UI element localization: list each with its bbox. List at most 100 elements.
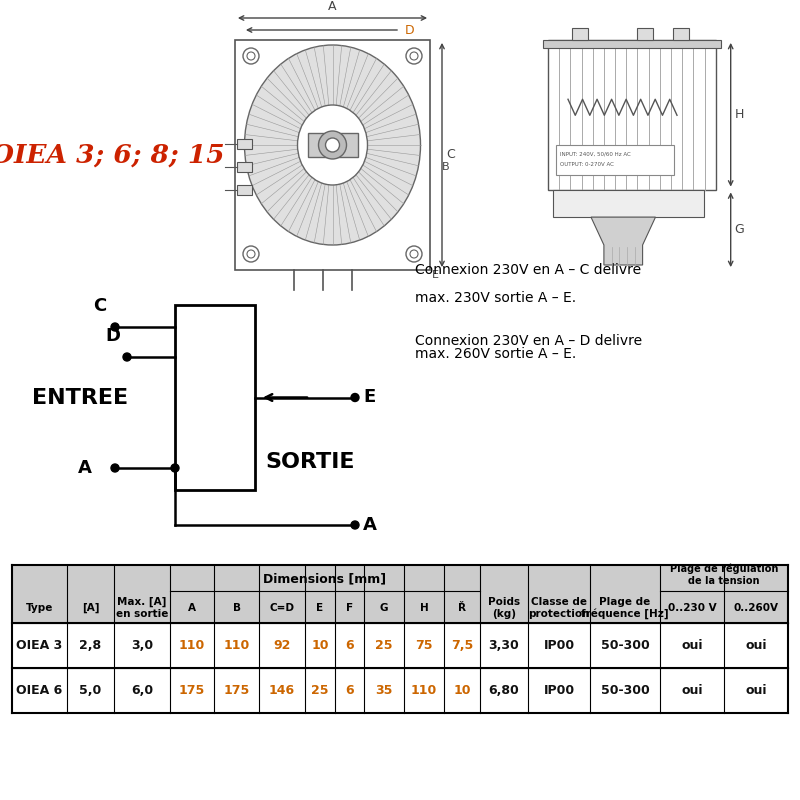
Text: 0..260V: 0..260V — [734, 603, 778, 613]
Bar — [12, 565, 788, 623]
Text: 175: 175 — [179, 684, 205, 697]
Text: 7,5: 7,5 — [451, 639, 473, 652]
Bar — [12, 623, 788, 668]
Text: C: C — [94, 297, 106, 315]
Bar — [543, 40, 721, 48]
Text: oui: oui — [682, 684, 702, 697]
Text: 75: 75 — [415, 639, 433, 652]
Circle shape — [410, 52, 418, 60]
Circle shape — [123, 353, 131, 361]
Circle shape — [247, 52, 255, 60]
Text: 5,0: 5,0 — [79, 684, 102, 697]
Circle shape — [326, 138, 339, 152]
Text: D: D — [405, 23, 414, 37]
Text: 110: 110 — [179, 639, 205, 652]
Circle shape — [171, 464, 179, 472]
Text: 6: 6 — [345, 639, 354, 652]
Text: A: A — [78, 459, 92, 477]
Text: oui: oui — [682, 639, 702, 652]
Text: IP00: IP00 — [543, 639, 574, 652]
Bar — [553, 190, 703, 217]
Bar — [572, 28, 588, 40]
Text: IP00: IP00 — [543, 684, 574, 697]
Text: 6,0: 6,0 — [131, 684, 153, 697]
Bar — [637, 28, 653, 40]
Polygon shape — [591, 217, 655, 265]
Text: OIEA 6: OIEA 6 — [16, 684, 62, 697]
Text: OUTPUT: 0-270V AC: OUTPUT: 0-270V AC — [560, 162, 614, 167]
Text: F: F — [346, 603, 353, 613]
Text: 6: 6 — [345, 684, 354, 697]
Circle shape — [243, 48, 259, 64]
Text: 175: 175 — [223, 684, 250, 697]
Text: 3,0: 3,0 — [131, 639, 153, 652]
Text: INPUT: 240V, 50/60 Hz AC: INPUT: 240V, 50/60 Hz AC — [560, 152, 630, 157]
Text: Poids
(kg): Poids (kg) — [488, 597, 520, 619]
Text: B: B — [233, 603, 241, 613]
Text: B: B — [442, 162, 450, 171]
Ellipse shape — [298, 105, 367, 185]
Text: ENTREE: ENTREE — [32, 387, 128, 407]
Bar — [548, 40, 716, 190]
Circle shape — [410, 250, 418, 258]
Text: 10: 10 — [311, 639, 329, 652]
Text: 6,80: 6,80 — [489, 684, 519, 697]
Circle shape — [111, 464, 119, 472]
Text: A: A — [328, 0, 337, 13]
Circle shape — [318, 131, 346, 159]
Bar — [175, 305, 255, 490]
Text: max. 260V sortie A – E.: max. 260V sortie A – E. — [415, 347, 576, 361]
Text: Ř: Ř — [458, 603, 466, 613]
Text: Type: Type — [26, 603, 53, 613]
Text: Plage de
fréquence [Hz]: Plage de fréquence [Hz] — [581, 597, 669, 619]
Text: A: A — [363, 516, 377, 534]
Circle shape — [111, 323, 119, 331]
Circle shape — [247, 250, 255, 258]
Text: 146: 146 — [269, 684, 295, 697]
Text: Max. [A]
en sortie: Max. [A] en sortie — [116, 597, 168, 619]
Text: E: E — [363, 389, 375, 406]
Text: Plage de régulation
de la tension: Plage de régulation de la tension — [670, 563, 778, 586]
Text: G: G — [380, 603, 388, 613]
Bar — [237, 185, 252, 194]
Text: D: D — [106, 327, 121, 345]
Text: E: E — [317, 603, 323, 613]
Text: E: E — [432, 270, 439, 280]
Circle shape — [406, 48, 422, 64]
Text: Dimensions [mm]: Dimensions [mm] — [263, 573, 386, 586]
Text: 110: 110 — [223, 639, 250, 652]
Text: 92: 92 — [274, 639, 290, 652]
Text: OIEA 3; 6; 8; 15: OIEA 3; 6; 8; 15 — [0, 142, 225, 167]
Text: A: A — [188, 603, 196, 613]
Circle shape — [351, 521, 359, 529]
Text: C=D: C=D — [270, 603, 294, 613]
Text: 2,8: 2,8 — [79, 639, 102, 652]
Bar — [307, 133, 358, 157]
Text: oui: oui — [746, 684, 766, 697]
Text: 3,30: 3,30 — [489, 639, 519, 652]
Text: H: H — [420, 603, 428, 613]
Bar — [237, 138, 252, 149]
Bar — [235, 40, 430, 270]
Bar — [12, 668, 788, 713]
Text: 25: 25 — [311, 684, 329, 697]
Text: 35: 35 — [375, 684, 393, 697]
Bar — [556, 145, 674, 174]
Bar — [237, 162, 252, 171]
Text: Connexion 230V en A – D delivre: Connexion 230V en A – D delivre — [415, 334, 642, 348]
Text: 110: 110 — [411, 684, 437, 697]
Text: OIEA 3: OIEA 3 — [16, 639, 62, 652]
Text: SORTIE: SORTIE — [266, 453, 354, 473]
Text: 0..230 V: 0..230 V — [668, 603, 716, 613]
Text: 25: 25 — [375, 639, 393, 652]
Text: 50-300: 50-300 — [601, 639, 650, 652]
Text: H: H — [734, 108, 744, 122]
Text: 50-300: 50-300 — [601, 684, 650, 697]
Text: max. 230V sortie A – E.: max. 230V sortie A – E. — [415, 291, 576, 305]
Circle shape — [406, 246, 422, 262]
Text: C: C — [446, 149, 454, 162]
Ellipse shape — [245, 45, 421, 245]
Text: G: G — [734, 223, 745, 236]
Circle shape — [351, 394, 359, 402]
Text: oui: oui — [746, 639, 766, 652]
